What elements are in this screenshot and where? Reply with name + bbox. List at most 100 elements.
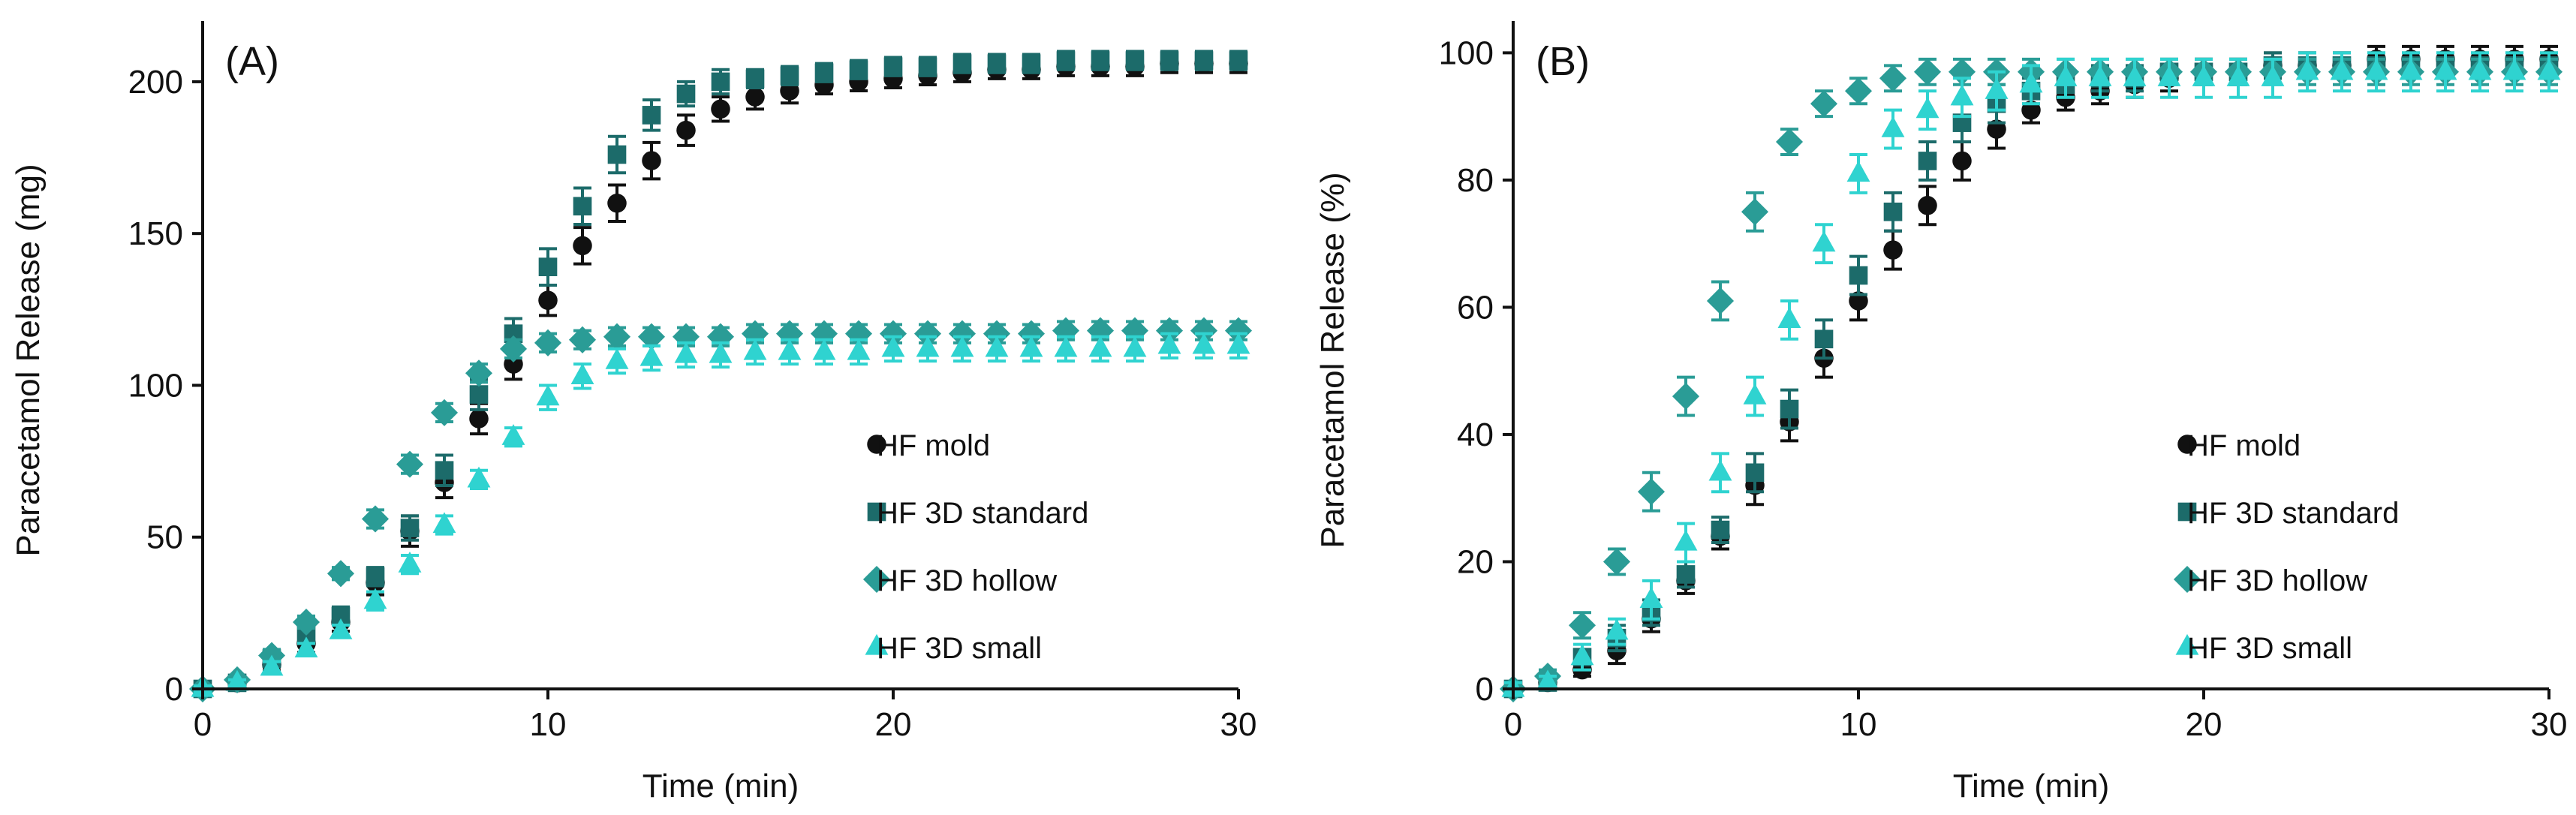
x-tick-label: 20 (2186, 706, 2222, 743)
panel-a-y-axis-label: Paracetamol Release (mg) (10, 164, 47, 556)
data-point (1985, 78, 2009, 99)
data-point (883, 57, 903, 77)
data-point (1849, 266, 1868, 285)
data-point (1913, 58, 1942, 86)
y-tick-label: 0 (1476, 671, 1494, 708)
panel-a-x-axis-label: Time (min) (642, 768, 799, 804)
data-point (2330, 59, 2354, 80)
data-point (1952, 151, 1972, 171)
data-point (639, 344, 664, 366)
series-hf-3d-small (1501, 51, 2561, 697)
data-point (745, 69, 765, 89)
y-tick-label: 40 (1457, 417, 1494, 453)
data-point (329, 618, 353, 639)
legend-marker-square (867, 502, 886, 522)
x-tick-label: 10 (530, 706, 567, 743)
data-point (2295, 59, 2319, 80)
data-point (1160, 51, 1179, 70)
legend-label: HF 3D standard (877, 497, 1088, 530)
data-point (1536, 669, 1560, 691)
data-point (361, 505, 390, 533)
data-point (1777, 307, 1801, 329)
panel-a-label: (A) (225, 39, 279, 84)
data-point (363, 588, 387, 609)
data-point (366, 567, 385, 586)
data-point (2021, 100, 2041, 120)
legend-label: HF 3D small (877, 632, 1042, 665)
panel-b-legend-item-hf-3d-small: HF 3D small (2175, 632, 2352, 665)
data-point (2088, 65, 2112, 86)
panel-b-label: (B) (1536, 39, 1590, 84)
y-tick-label: 0 (165, 671, 183, 708)
panel-b-legend-item-hf-mold: HF mold (2177, 429, 2301, 462)
data-point (501, 424, 525, 445)
data-point (396, 450, 424, 478)
data-point (1775, 128, 1804, 156)
data-point (499, 335, 528, 362)
data-point (1743, 383, 1767, 404)
data-point (1019, 335, 1043, 357)
data-point (327, 560, 355, 588)
data-point (983, 320, 1011, 347)
panel-b-x-axis-label: Time (min) (1953, 768, 2110, 804)
data-point (2226, 65, 2250, 86)
data-point (952, 54, 972, 73)
data-point (607, 145, 627, 164)
panel-a-legend-item-hf-3d-hollow: HF 3D hollow (862, 564, 1057, 597)
panel-a-axes: 0 10 20 30 0 50 100 150 200 (128, 21, 1257, 743)
data-point (676, 120, 696, 140)
data-point (1711, 520, 1730, 540)
data-point (1091, 51, 1110, 70)
data-point (1881, 116, 1905, 137)
panel-a-legend-item-hf-3d-small: HF 3D small (865, 632, 1042, 665)
data-point (916, 335, 940, 357)
data-point (469, 385, 489, 404)
data-point (1915, 97, 1940, 119)
y-tick-label: 200 (128, 64, 183, 101)
data-point (1224, 317, 1253, 344)
data-point (1918, 196, 1937, 215)
x-tick-label: 30 (1220, 706, 1257, 743)
panel-b-legend-item-hf-3d-standard: HF 3D standard (2177, 497, 2399, 530)
legend-marker-triangle (865, 633, 889, 655)
data-point (400, 519, 420, 537)
data-point (810, 320, 838, 347)
data-point (294, 636, 318, 658)
legend-label: HF 3D standard (2187, 497, 2399, 530)
data-point (538, 257, 558, 277)
data-point (814, 63, 834, 83)
data-point (987, 54, 1007, 73)
y-tick-label: 150 (128, 215, 183, 252)
data-point (1780, 399, 1799, 419)
data-point (711, 72, 730, 92)
data-point (1706, 287, 1735, 314)
data-point (568, 326, 597, 353)
data-point (435, 461, 454, 480)
data-point (1879, 65, 1907, 92)
legend-label: HF 3D hollow (2187, 564, 2367, 597)
data-point (849, 60, 868, 80)
data-point (430, 398, 459, 426)
data-point (573, 197, 592, 216)
data-point (607, 193, 627, 213)
data-point (1605, 618, 1629, 640)
legend-marker-diamond (2173, 565, 2201, 594)
data-point (398, 551, 422, 573)
data-point (642, 151, 661, 170)
data-point (1741, 198, 1769, 226)
data-point (1637, 478, 1666, 506)
panel-a-points (188, 50, 1253, 703)
data-point (469, 409, 489, 429)
x-tick-label: 0 (194, 706, 212, 743)
data-point (1226, 332, 1250, 354)
data-point (225, 669, 249, 691)
data-point (2192, 65, 2216, 86)
data-point (1022, 54, 1041, 73)
data-point (778, 338, 802, 360)
data-point (1849, 291, 1868, 311)
y-tick-label: 100 (1439, 35, 1494, 71)
data-point (1950, 84, 1974, 106)
data-point (1810, 90, 1838, 118)
data-point (603, 323, 631, 350)
data-point (2123, 65, 2147, 86)
